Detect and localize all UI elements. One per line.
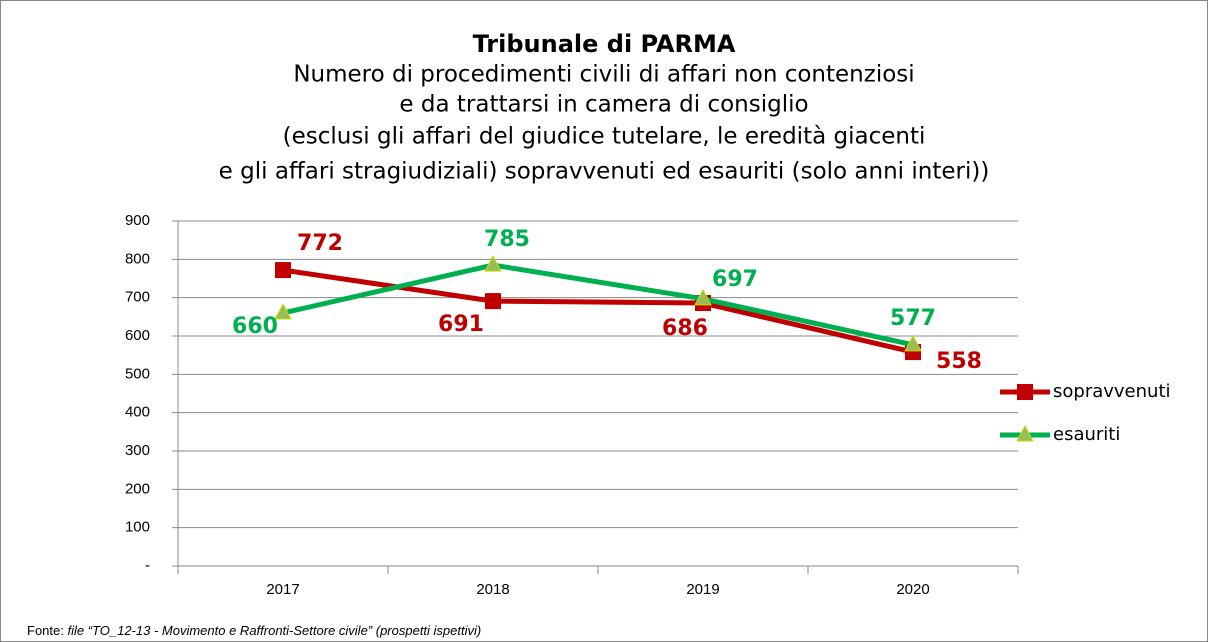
- marker: [1017, 384, 1033, 400]
- chart-subtitle: e da trattarsi in camera di consiglio: [399, 92, 808, 118]
- series-line: [282, 267, 914, 355]
- data-label: 697: [712, 267, 758, 292]
- y-tick-label: 900: [125, 212, 150, 229]
- series-line: [282, 262, 914, 348]
- data-label: 577: [890, 306, 936, 331]
- x-tick-label: 2017: [266, 581, 299, 598]
- data-label: 660: [232, 314, 278, 339]
- source-text: file “TO_12-13 - Movimento e Raffronti-S…: [67, 623, 481, 638]
- source-label: Fonte:: [27, 623, 64, 638]
- marker: [275, 262, 291, 279]
- y-tick-label: 100: [125, 519, 150, 536]
- x-tick-label: 2020: [896, 581, 929, 598]
- y-tick-label: 400: [125, 404, 150, 421]
- legend-label: esauriti: [1053, 424, 1120, 445]
- y-tick-label: 600: [125, 327, 150, 344]
- data-label: 772: [297, 231, 343, 256]
- source: Fonte: file “TO_12-13 - Movimento e Raff…: [27, 623, 481, 638]
- y-tick-label: 200: [125, 480, 150, 497]
- data-label: 558: [936, 349, 982, 374]
- marker: [485, 293, 501, 310]
- chart-subtitle: (esclusi gli affari del giudice tutelare…: [283, 124, 926, 150]
- marker: [694, 288, 712, 306]
- marker: [484, 255, 502, 272]
- chart-title: Tribunale di PARMA: [473, 30, 736, 58]
- marker: [1016, 424, 1034, 442]
- y-tick-label: -: [145, 557, 150, 574]
- marker: [274, 302, 292, 320]
- legend-label: sopravvenuti: [1053, 381, 1171, 402]
- chart-subtitle: Numero di procedimenti civili di affari …: [293, 62, 914, 88]
- chart-subtitle: e gli affari stragiudiziali) sopravvenut…: [219, 159, 990, 185]
- y-tick-label: 700: [125, 289, 150, 306]
- x-tick-label: 2018: [476, 581, 509, 598]
- marker: [904, 334, 922, 352]
- data-label: 686: [662, 316, 708, 341]
- y-tick-label: 500: [125, 365, 150, 382]
- data-label: 785: [484, 227, 530, 252]
- data-label: 691: [438, 312, 484, 337]
- x-tick-label: 2019: [686, 581, 719, 598]
- y-tick-label: 300: [125, 442, 150, 459]
- y-tick-label: 800: [125, 250, 150, 267]
